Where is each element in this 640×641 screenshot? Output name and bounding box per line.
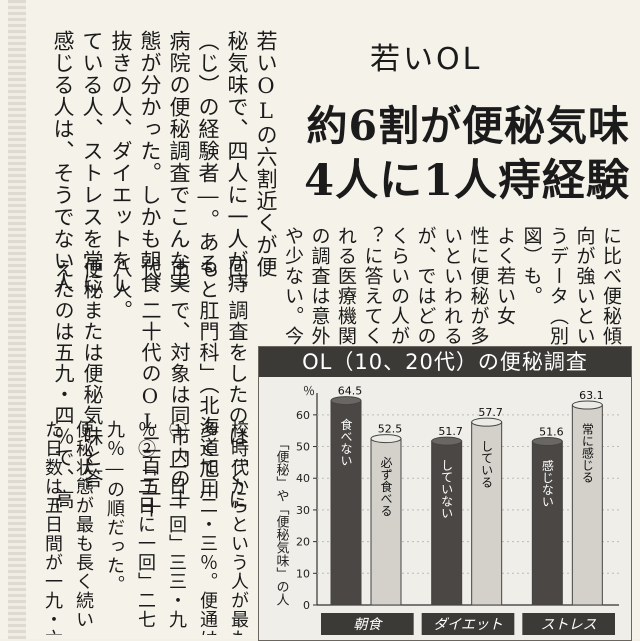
group-label: 朝食 bbox=[353, 617, 383, 633]
body-text-column: 九％―の順だった。 bbox=[104, 420, 125, 594]
y-tick-label: 50 bbox=[296, 441, 310, 454]
body-text-column: ①「一日一回」三三・九 bbox=[166, 420, 187, 629]
body-text-column: が、ではどの bbox=[414, 226, 437, 346]
bar bbox=[370, 438, 402, 606]
y-tick-label: 20 bbox=[296, 536, 310, 549]
group-banner bbox=[522, 613, 615, 635]
body-text-column: 態が分かった。しかも朝食 bbox=[138, 30, 162, 294]
bar-top bbox=[370, 434, 402, 444]
body-text-column: 性に便秘が多 bbox=[467, 226, 490, 346]
bar bbox=[571, 404, 603, 606]
body-text-column: 便秘状態が最も長く続い bbox=[73, 420, 94, 629]
body-text-column: 回、調査をしたのは「くに bbox=[225, 258, 249, 510]
body-text-column: 多くて三二・三％。便通は bbox=[197, 420, 218, 635]
chart-canvas: 「便秘」や「便秘気味」の人 ％ 0 10 20 30 40 50 60 64.5 食べない 52.5 必… bbox=[274, 384, 619, 635]
bar-label: 常に感じる bbox=[580, 423, 594, 483]
body-text-column: （じ）の経験者―。ある bbox=[196, 30, 220, 275]
y-tick-label: 30 bbox=[296, 504, 310, 517]
y-axis-unit: ％ bbox=[303, 384, 315, 398]
page-fold-edge bbox=[8, 0, 26, 639]
headline-primary: 約6割が便秘気味 bbox=[306, 102, 630, 150]
group-banner bbox=[321, 613, 414, 635]
y-tick-label: 0 bbox=[303, 599, 310, 612]
body-text-column: 市）で、対象は同市内の十 bbox=[167, 258, 191, 510]
body-text-column: に比べ便秘傾 bbox=[600, 226, 622, 346]
bar-top bbox=[471, 417, 503, 427]
body-text-column: 便秘または便秘気味と答 bbox=[80, 258, 104, 489]
body-text-column: 向が強いとい bbox=[573, 226, 596, 346]
body-text-column: 秘気味で、四人に一人が痔 bbox=[225, 30, 249, 294]
bar-top bbox=[571, 400, 603, 410]
bar-top bbox=[531, 436, 563, 446]
body-text-column: 代、二十代のOL二百五十 bbox=[138, 258, 162, 518]
bar-top bbox=[330, 396, 362, 406]
bar-value-label: 51.7 bbox=[438, 425, 463, 438]
group-banner bbox=[421, 613, 515, 635]
body-text-column: ？に答えてく bbox=[361, 226, 384, 346]
bar-label: 感じない bbox=[540, 458, 554, 507]
body-text-column: 抜きの人、ダイエットをし bbox=[109, 30, 133, 294]
article-kicker: 若いOL bbox=[370, 42, 483, 77]
bar-value-label: 57.7 bbox=[478, 406, 503, 419]
body-text-column: よく若い女 bbox=[494, 226, 516, 326]
bar-label: 必ず食べる bbox=[379, 456, 393, 516]
bar-value-label: 51.6 bbox=[539, 425, 564, 438]
body-text-column: の調査は意外 bbox=[308, 226, 331, 346]
body-text-column: 図）も。 bbox=[520, 226, 543, 306]
body-text-column: くらいの人が bbox=[388, 226, 410, 346]
body-text-column: いといわれる bbox=[441, 226, 463, 346]
body-text-column: れる医療機関 bbox=[335, 226, 357, 346]
body-text-column: た日数は五日間が一九・六 bbox=[42, 420, 63, 635]
body-text-column: うデータ（別 bbox=[547, 226, 569, 346]
constipation-survey-chart: OL（10、20代）の便秘調査 「便秘」や「便秘気味」の人 ％ 0 10 20 30 40 5… bbox=[258, 346, 632, 641]
y-axis-label: 「便秘」や「便秘気味」の人 bbox=[274, 437, 290, 606]
y-tick-label: 10 bbox=[296, 567, 310, 580]
y-tick-label: 60 bbox=[296, 409, 310, 422]
body-text-column: もと肛門科」（北海道旭川 bbox=[196, 258, 220, 500]
bar-value-label: 64.5 bbox=[338, 385, 363, 398]
group-label: ダイエット bbox=[433, 617, 503, 633]
y-tick-label: 40 bbox=[296, 472, 310, 485]
body-text-column: ％②「二日に一回」二七・ bbox=[135, 420, 156, 635]
bar bbox=[471, 421, 503, 606]
bar-value-label: 52.5 bbox=[378, 423, 403, 436]
body-text-column: 校時代からという人が最も bbox=[228, 420, 249, 635]
body-text-column: 病院の便秘調査でこんな実 bbox=[167, 30, 191, 294]
body-text-column: 八人。 bbox=[109, 258, 133, 321]
body-text-column: 感じる人は、そうでない人 bbox=[51, 30, 75, 294]
bar-label: していない bbox=[440, 459, 454, 519]
bar-label: 食べない bbox=[339, 417, 353, 466]
headline-secondary: 4人に1人痔経験 bbox=[304, 156, 630, 206]
bar-label: している bbox=[480, 440, 494, 488]
body-text-column: ている人、ストレスを常に bbox=[80, 30, 104, 294]
bar-value-label: 63.1 bbox=[579, 389, 604, 402]
body-text-column: や少ない。今 bbox=[282, 226, 304, 346]
bar-top bbox=[431, 436, 463, 446]
chart-title: OL（10、20代）の便秘調査 bbox=[259, 347, 631, 377]
body-text-column: 若いOLの六割近くが便 bbox=[254, 30, 278, 278]
group-label: ストレス bbox=[541, 617, 597, 633]
bar bbox=[531, 440, 563, 606]
body-text-column: えたのは五九・四％で、高 bbox=[51, 258, 75, 510]
